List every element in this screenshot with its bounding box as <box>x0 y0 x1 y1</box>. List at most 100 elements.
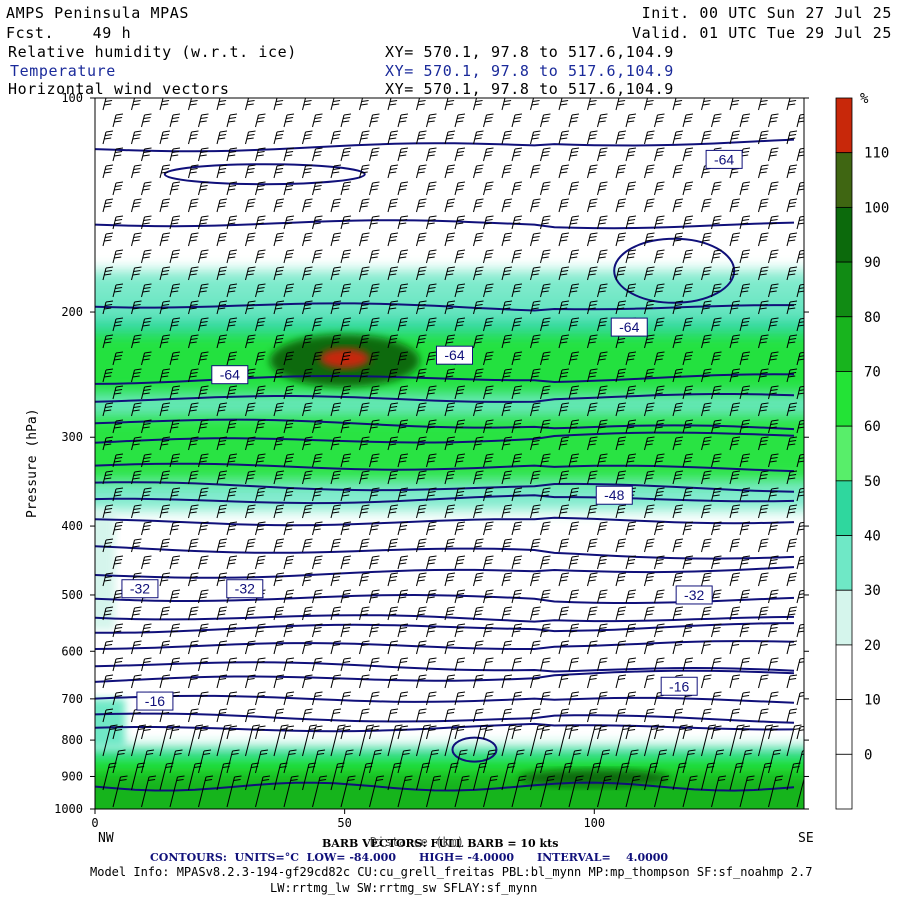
wind-barb <box>302 164 313 179</box>
contour-label: -32 <box>675 585 713 605</box>
wind-barb <box>102 724 118 757</box>
wind-barb <box>387 164 399 179</box>
wind-barb <box>711 487 722 502</box>
wind-barb <box>568 725 580 740</box>
wind-barb <box>131 538 142 553</box>
wind-barb <box>530 724 546 757</box>
wind-barb <box>340 657 352 672</box>
wind-barb <box>501 402 513 417</box>
wind-barb <box>112 419 124 434</box>
wind-barb <box>330 538 342 553</box>
wind-barb <box>387 762 402 791</box>
wind-barb <box>359 606 370 621</box>
wind-barb <box>540 385 551 400</box>
wind-barb <box>454 181 466 196</box>
wind-barb <box>444 606 456 621</box>
wind-barb <box>141 419 152 434</box>
wind-barb <box>483 249 494 264</box>
wind-barb <box>711 555 722 570</box>
wind-barb <box>625 351 637 366</box>
wind-barb <box>672 402 684 417</box>
wind-barb <box>454 521 466 536</box>
wind-barb <box>273 198 285 213</box>
wind-barb <box>758 606 769 621</box>
wind-barb <box>188 724 204 757</box>
wind-barb <box>511 487 523 502</box>
wind-barb <box>454 113 466 128</box>
wind-barb <box>597 419 608 434</box>
wind-barb <box>768 419 779 434</box>
wind-barb <box>530 572 541 587</box>
wind-barb <box>483 351 494 366</box>
wind-barb <box>786 640 798 655</box>
wind-barb <box>454 555 466 570</box>
wind-barb <box>644 300 655 315</box>
wind-barb <box>330 762 345 791</box>
wind-barb <box>558 762 573 791</box>
wind-barb <box>112 555 124 570</box>
wind-barb <box>672 130 684 145</box>
wind-barb <box>530 402 541 417</box>
wind-barb <box>312 351 323 366</box>
wind-barb <box>444 708 456 723</box>
wind-barb <box>501 98 512 111</box>
wind-barb <box>701 538 712 553</box>
wind-barb <box>198 249 209 264</box>
wind-barb <box>416 368 427 383</box>
wind-barb <box>226 283 238 298</box>
wind-barb <box>644 606 655 621</box>
wind-barb <box>587 98 597 111</box>
wind-barb <box>312 623 323 638</box>
wind-barb <box>501 724 517 757</box>
wind-barb <box>483 385 494 400</box>
contour-label: -32 <box>121 579 159 599</box>
wind-barb <box>758 436 769 451</box>
wind-barb <box>416 606 427 621</box>
wind-barb <box>312 725 323 740</box>
wind-barb <box>255 725 266 740</box>
wind-barb <box>444 130 456 145</box>
wind-barb <box>682 385 694 400</box>
wind-barb <box>283 249 295 264</box>
wind-barb <box>587 300 598 315</box>
wind-barb <box>359 300 370 315</box>
wind-barb <box>473 164 484 179</box>
wind-barb <box>369 589 380 604</box>
wind-barb <box>283 589 295 604</box>
wind-barb <box>625 113 637 128</box>
wind-barb <box>672 164 684 179</box>
colorbar-swatch <box>835 261 853 318</box>
wind-barb <box>768 385 779 400</box>
wind-barb <box>501 606 513 621</box>
wind-barb <box>369 453 380 468</box>
wind-barb <box>473 724 489 757</box>
wind-barb <box>644 470 655 485</box>
wind-barb <box>796 725 804 740</box>
wind-barb <box>159 130 171 145</box>
wind-barb <box>711 215 722 230</box>
wind-barb <box>198 487 209 502</box>
wind-barb <box>369 749 383 774</box>
field-temp-xy: XY= 570.1, 97.8 to 517.6,104.9 <box>385 62 674 80</box>
wind-barb <box>511 147 523 162</box>
wind-barb <box>558 572 570 587</box>
wind-barb <box>216 724 232 757</box>
wind-barb <box>786 504 798 519</box>
wind-barb <box>387 98 398 111</box>
wind-barb <box>597 749 611 774</box>
wind-barb <box>169 487 181 502</box>
contour-label-text: -48 <box>604 487 624 503</box>
wind-barb <box>216 98 227 111</box>
contour-label-box <box>121 579 159 599</box>
wind-barb <box>786 266 798 281</box>
wind-barb <box>245 504 256 519</box>
contour-label-box <box>226 579 264 599</box>
wind-barb <box>369 113 380 128</box>
wind-barb <box>587 368 598 383</box>
wind-barb <box>530 130 541 145</box>
wind-barb <box>359 504 370 519</box>
wind-barb <box>159 164 171 179</box>
wind-barb <box>283 453 295 468</box>
wind-barb <box>568 385 580 400</box>
wind-barb <box>672 334 684 349</box>
